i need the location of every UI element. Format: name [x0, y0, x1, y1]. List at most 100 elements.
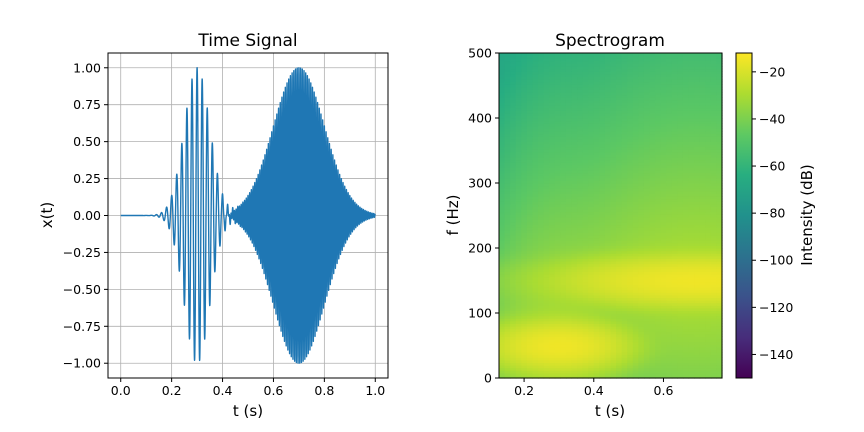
spectrogram-cell — [526, 92, 534, 96]
spectrogram-cell — [549, 297, 556, 301]
spectrogram-cell — [638, 141, 645, 145]
spectrogram-cell — [593, 112, 600, 116]
spectrogram-cell — [694, 201, 701, 205]
spectrogram-cell — [677, 211, 684, 215]
spectrogram-cell — [560, 214, 567, 218]
spectrogram-cell — [627, 159, 634, 163]
spectrogram-cell — [582, 248, 589, 252]
spectrogram-cell — [621, 128, 628, 132]
spectrogram-cell — [643, 138, 651, 142]
spectrogram-cell — [616, 224, 623, 228]
spectrogram-cell — [588, 318, 595, 322]
spectrogram-cell — [504, 227, 511, 231]
spectrogram-cell — [688, 136, 695, 140]
spectrogram-cell — [554, 92, 561, 96]
spectrogram-cell — [510, 235, 517, 239]
spectrogram-cell — [699, 185, 706, 189]
spectrogram-cell — [710, 292, 718, 296]
spectrogram-cell — [677, 370, 684, 374]
spectrogram-cell — [560, 352, 567, 356]
spectrogram-cell — [582, 180, 589, 184]
spectrogram-cell — [643, 315, 651, 319]
spectrogram-cell — [599, 206, 606, 210]
spectrogram-cell — [671, 125, 678, 129]
spectrogram-cell — [632, 53, 639, 57]
spectrogram-cell — [571, 167, 578, 171]
spectrogram-cell — [677, 60, 684, 64]
spectrogram-cell — [649, 313, 656, 317]
spectrogram-cell — [616, 97, 623, 101]
spectrogram-cell — [621, 326, 628, 330]
spectrogram-cell — [565, 73, 573, 77]
spectrogram-cell — [543, 86, 550, 90]
spectrogram-cell — [677, 172, 684, 176]
spectrogram-cell — [677, 219, 684, 223]
spectrogram-cell — [699, 190, 706, 194]
spectrogram-cell — [682, 196, 690, 200]
spectrogram-cell — [643, 352, 651, 356]
spectrogram-cell — [521, 287, 528, 291]
spectrogram-cell — [554, 203, 561, 207]
spectrogram-cell — [710, 211, 718, 215]
spectrogram-cell — [621, 375, 628, 379]
spectrogram-cell — [621, 287, 628, 291]
spectrogram-cell — [643, 118, 651, 122]
spectrogram-cell — [499, 162, 506, 166]
spectrogram-cell — [621, 284, 628, 288]
spectrogram-cell — [705, 211, 712, 215]
spectrogram-cell — [655, 313, 662, 317]
spectrogram-cell — [521, 292, 528, 296]
spectrogram-cell — [671, 107, 678, 111]
spectrogram-cell — [705, 302, 712, 306]
spectrogram-cell — [543, 154, 550, 158]
spectrogram-cell — [638, 84, 645, 88]
spectrogram-cell — [638, 365, 645, 369]
spectrogram-cell — [582, 372, 589, 376]
spectrogram-cell — [499, 53, 506, 57]
spectrogram-cell — [599, 336, 606, 340]
spectrogram-cell — [571, 229, 578, 233]
spectrogram-cell — [710, 271, 718, 275]
spectrogram-cell — [582, 151, 589, 155]
spectrogram-cell — [610, 300, 617, 304]
spectrogram-cell — [666, 97, 673, 101]
spectrogram-cell — [649, 151, 656, 155]
spectrogram-cell — [666, 167, 673, 171]
spectrogram-cell — [682, 292, 690, 296]
spectrogram-cell — [688, 146, 695, 150]
spectrogram-cell — [565, 357, 573, 361]
spectrogram-cell — [705, 328, 712, 332]
spectrogram-cell — [610, 196, 617, 200]
spectrogram-cell — [627, 97, 634, 101]
spectrogram-cell — [526, 367, 534, 371]
spectrogram-cell — [504, 219, 511, 223]
spectrogram-cell — [554, 339, 561, 343]
spectrogram-cell — [660, 112, 667, 116]
spectrogram-cell — [560, 172, 567, 176]
spectrogram-cell — [532, 370, 539, 374]
spectrogram-cell — [560, 102, 567, 106]
spectrogram-cell — [543, 279, 550, 283]
spectrogram-cell — [554, 193, 561, 197]
spectrogram-cell — [543, 326, 550, 330]
spectrogram-cell — [521, 206, 528, 210]
spectrogram-cell — [666, 60, 673, 64]
spectrogram-cell — [532, 115, 539, 119]
spectrogram-cell — [515, 157, 522, 161]
spectrogram-cell — [549, 313, 556, 317]
spectrogram-cell — [510, 287, 517, 291]
spectrogram-cell — [526, 138, 534, 142]
spectrogram-cell — [655, 170, 662, 174]
spectrogram-cell — [604, 118, 612, 122]
spectrogram-cell — [643, 58, 651, 62]
spectrogram-cell — [515, 294, 522, 298]
spectrogram-cell — [582, 102, 589, 106]
spectrogram-cell — [705, 201, 712, 205]
spectrogram-cell — [705, 154, 712, 158]
spectrogram-cell — [515, 125, 522, 129]
spectrogram-cell — [649, 320, 656, 324]
spectrogram-cell — [716, 227, 723, 231]
spectrogram-cell — [577, 222, 584, 226]
spectrogram-cell — [510, 214, 517, 218]
spectrogram-cell — [593, 183, 600, 187]
